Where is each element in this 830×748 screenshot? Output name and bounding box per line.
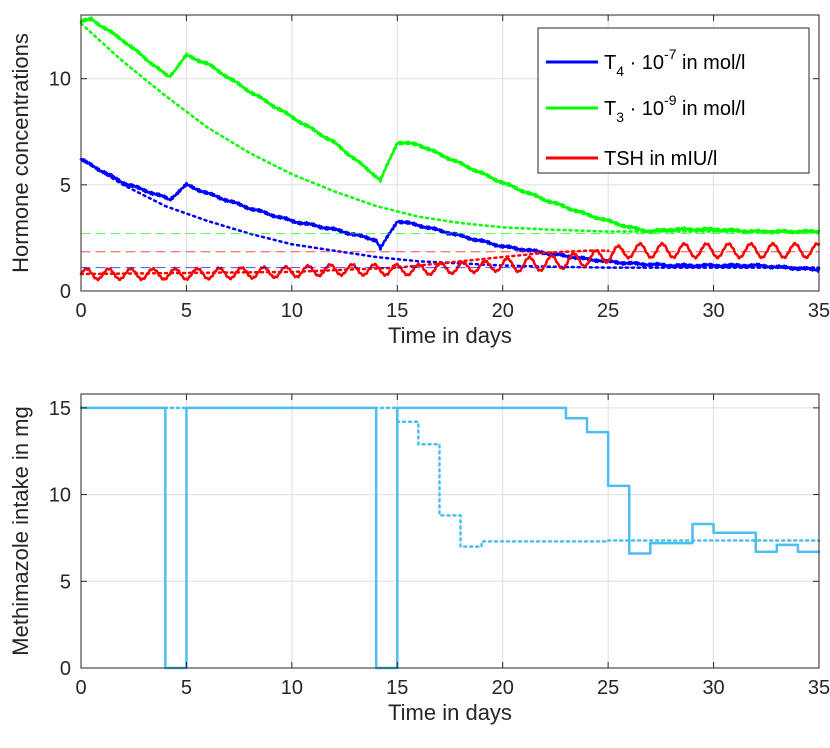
legend-part-main: TSH in mIU/l <box>604 148 717 170</box>
legend-label-t3: T3 · 10-9 in mol/l <box>604 92 745 125</box>
series-tsh-controlled <box>79 241 821 282</box>
y-tick-label: 0 <box>60 281 71 303</box>
legend-part-mid: · 10 <box>624 52 664 74</box>
dose-y-axis-label: Methimazole intake in mg <box>8 406 33 655</box>
dose-axes-box <box>80 393 820 669</box>
legend-part-sub: 4 <box>616 63 624 79</box>
dose-series-group <box>79 406 821 670</box>
legend-part-sub: 3 <box>616 109 624 125</box>
hormone-axes-box <box>80 14 820 292</box>
legend: T4 · 10-7 in mol/lT3 · 10-9 in mol/lTSH … <box>537 27 810 174</box>
y-tick-label: 15 <box>49 398 71 420</box>
legend-box <box>537 27 810 174</box>
legend-label-t4: T4 · 10-7 in mol/l <box>604 46 745 79</box>
x-tick-label: 25 <box>597 677 619 699</box>
legend-part-sup: -9 <box>664 92 677 108</box>
y-tick-label: 5 <box>60 175 71 197</box>
x-tick-label: 25 <box>597 300 619 322</box>
x-tick-label: 10 <box>281 677 303 699</box>
dose-x-axis-label: Time in days <box>388 700 512 725</box>
dose-ticks: 0 5 10 15 20 25 30 35 0 5 10 15 <box>49 394 830 699</box>
dose-chart: 0 5 10 15 20 25 30 35 0 5 10 15 Time in days Methim… <box>8 393 830 725</box>
series-tsh-reference <box>79 249 610 276</box>
hormone-x-axis-label: Time in days <box>388 323 512 348</box>
hormone-ticks: 0 5 10 15 20 25 30 35 0 5 10 <box>49 15 830 322</box>
x-tick-label: 5 <box>181 677 192 699</box>
hormone-y-axis-label: Hormone concentrations <box>8 33 33 273</box>
legend-part-mid: · 10 <box>624 98 664 120</box>
legend-label-tsh: TSH in mIU/l <box>604 148 717 170</box>
y-tick-label: 5 <box>60 571 71 593</box>
legend-part-main: T <box>604 52 616 74</box>
x-tick-label: 35 <box>808 677 830 699</box>
x-tick-label: 30 <box>702 300 724 322</box>
series-t3-reference <box>79 22 821 233</box>
dose-plot-area <box>81 394 819 668</box>
hormone-series-group <box>79 16 821 282</box>
series-t4-controlled <box>79 157 821 273</box>
legend-part-sup: -7 <box>664 46 677 62</box>
x-tick-label: 0 <box>75 300 86 322</box>
x-tick-label: 15 <box>386 300 408 322</box>
x-tick-label: 0 <box>75 677 86 699</box>
legend-part-tail: in mol/l <box>677 52 746 74</box>
x-tick-label: 15 <box>386 677 408 699</box>
legend-part-tail: in mol/l <box>677 98 746 120</box>
x-tick-label: 10 <box>281 300 303 322</box>
hormone-chart: 0 5 10 15 20 25 30 35 0 5 10 Time in days Hormone … <box>8 14 830 348</box>
y-tick-label: 10 <box>49 69 71 91</box>
series-dose-reference <box>79 406 821 548</box>
series-t3-controlled <box>79 16 821 235</box>
x-tick-label: 30 <box>702 677 724 699</box>
series-t4-reference <box>79 158 821 269</box>
x-tick-label: 20 <box>492 677 514 699</box>
y-tick-label: 10 <box>49 485 71 507</box>
x-tick-label: 35 <box>808 300 830 322</box>
x-tick-label: 20 <box>492 300 514 322</box>
legend-part-main: T <box>604 98 616 120</box>
x-tick-label: 5 <box>181 300 192 322</box>
y-tick-label: 0 <box>60 658 71 680</box>
